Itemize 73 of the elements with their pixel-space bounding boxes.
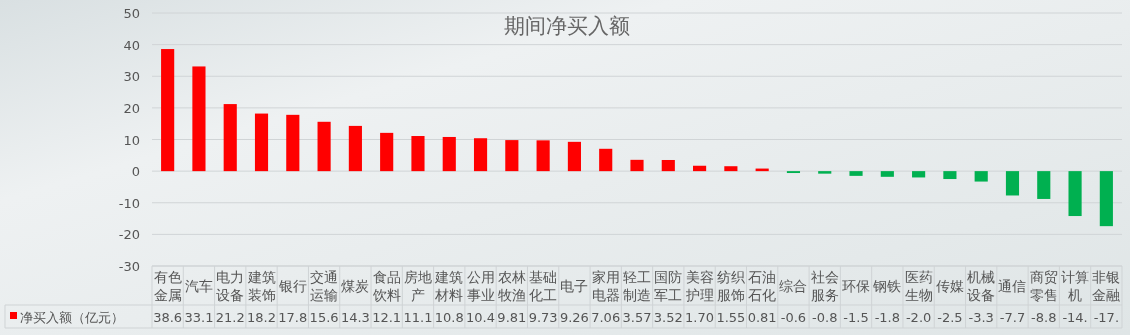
x-tick-label: 社会服务 (810, 269, 839, 303)
data-label: 18.2 (247, 310, 276, 325)
data-label: 1.55 (716, 310, 746, 325)
x-tick-label: 医药生物 (904, 269, 933, 303)
data-label: -7.7 (999, 310, 1026, 325)
data-label: -3.3 (968, 310, 994, 325)
y-tick-label: 30 (123, 69, 140, 85)
data-label: -0.6 (780, 310, 807, 325)
data-label: 10.4 (466, 310, 496, 325)
data-label: -1.8 (874, 310, 901, 325)
x-tick-label: 公用事业 (466, 269, 495, 303)
data-label: 17.8 (278, 310, 308, 325)
data-label: 38.6 (153, 310, 183, 325)
x-tick-label: 房地产 (403, 269, 432, 303)
data-label: 14.3 (340, 310, 370, 325)
data-label: 1.70 (685, 310, 715, 325)
data-label: 9.81 (497, 310, 527, 325)
data-label: -2.0 (905, 310, 932, 325)
x-tick-label: 传媒 (935, 278, 964, 294)
data-label: 11.1 (403, 310, 433, 325)
x-tick-label: 环保 (842, 278, 871, 294)
y-tick-label: -30 (118, 259, 140, 274)
data-label: 3.57 (622, 310, 652, 325)
data-label: -1.5 (843, 310, 869, 325)
data-label: -2.5 (937, 310, 963, 325)
y-tick-label: -20 (118, 227, 140, 243)
x-tick-label: 计算机 (1061, 269, 1090, 303)
data-label: 10.8 (434, 310, 464, 325)
x-tick-label: 轻工制造 (623, 269, 651, 303)
legend-label: 净买入额（亿元） (20, 310, 124, 325)
x-tick-label: 电子 (560, 278, 589, 294)
x-tick-label: 煤炭 (341, 278, 370, 294)
data-label: 0.81 (747, 310, 777, 325)
data-label: 33.1 (184, 310, 214, 325)
chart-title: 期间净买入额 (504, 14, 630, 38)
data-label: 15.6 (309, 310, 339, 325)
x-tick-label: 非银金融 (1092, 269, 1121, 303)
data-label: -17. (1093, 310, 1120, 325)
x-tick-label: 商贸零售 (1029, 269, 1058, 303)
y-tick-label: 0 (131, 164, 140, 180)
x-tick-label: 钢铁 (872, 278, 902, 294)
x-tick-label: 交通运输 (310, 269, 339, 303)
y-tick-label: 10 (123, 132, 140, 148)
x-tick-label: 基础化工 (529, 269, 558, 303)
data-label: -14. (1062, 310, 1088, 325)
x-tick-label: 石油石化 (748, 269, 777, 303)
data-label: 12.1 (372, 310, 402, 325)
data-label: 21.2 (215, 310, 245, 325)
x-tick-label: 家用电器 (591, 269, 620, 303)
x-tick-label: 美容护理 (684, 269, 714, 303)
x-tick-label: 汽车 (184, 278, 213, 294)
data-label: 9.73 (528, 310, 558, 325)
x-tick-label: 建筑材料 (434, 269, 464, 303)
y-tick-label: -10 (118, 195, 140, 211)
y-tick-label: 20 (123, 100, 140, 116)
data-label: 9.26 (559, 310, 589, 325)
y-tick-label: 40 (123, 37, 140, 53)
data-label: 3.52 (653, 310, 683, 325)
x-tick-label: 国防军工 (654, 269, 683, 303)
x-tick-label: 食品饮料 (371, 269, 401, 303)
y-tick-label: 50 (123, 6, 140, 21)
x-tick-label: 电力设备 (216, 269, 245, 303)
data-label: 7.06 (591, 310, 621, 325)
x-tick-label: 机械设备 (967, 269, 996, 303)
data-label: -0.8 (812, 310, 838, 325)
x-tick-label: 综合 (779, 278, 808, 294)
x-tick-label: 建筑装饰 (246, 269, 276, 303)
x-tick-label: 农林牧渔 (497, 269, 526, 303)
x-tick-label: 银行 (277, 278, 307, 294)
data-label: -8.8 (1031, 310, 1057, 325)
x-tick-label: 通信 (998, 278, 1027, 294)
x-tick-label: 有色金属 (153, 269, 182, 303)
x-tick-label: 纺织服饰 (716, 269, 745, 303)
